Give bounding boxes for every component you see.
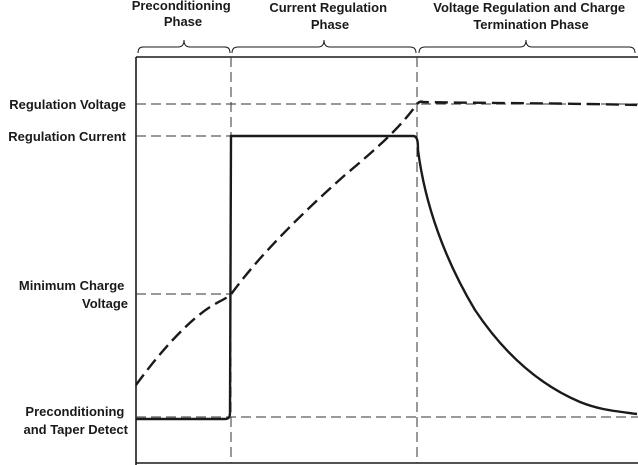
phase-brace-preconditioning (137, 39, 231, 54)
phase-label-preconditioning: Preconditioning Phase (132, 0, 235, 29)
regulation-voltage-label: Regulation Voltage (9, 97, 126, 112)
battery-voltage-curve (135, 100, 638, 386)
preconditioning-taper-label: Preconditioning and Taper Detect (23, 404, 128, 437)
phase-brace-current-regulation (231, 39, 417, 54)
phase-label-voltage-regulation: Voltage Regulation and Charge Terminatio… (433, 0, 629, 32)
charge-current-curve (136, 134, 638, 421)
phase-brace-voltage-regulation (418, 39, 636, 54)
phase-label-current-regulation: Current Regulation Phase (269, 0, 390, 32)
regulation-current-label: Regulation Current (8, 129, 126, 144)
minimum-charge-voltage-label: Minimum Charge Voltage (19, 278, 128, 311)
